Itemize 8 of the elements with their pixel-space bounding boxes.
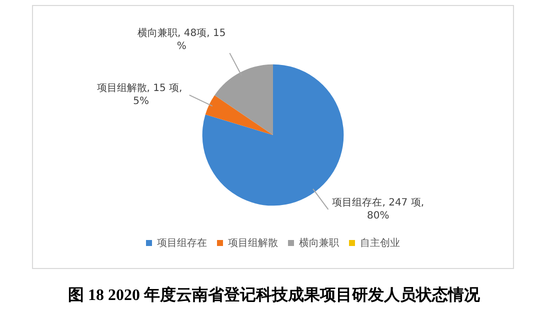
data-label: 横向兼职, 48项, 15% bbox=[138, 27, 226, 52]
text: 图 18 2020 年度云南省登记科技成果项目研发人员状态情况 bbox=[67, 285, 481, 306]
legend-label: 横向兼职 bbox=[299, 236, 339, 249]
data-label: 项目组存在, 247 项, 80% bbox=[332, 196, 424, 222]
legend-label: 项目组存在 bbox=[157, 236, 207, 249]
legend-label: 项目组解散 bbox=[228, 236, 278, 249]
legend-label: 自主创业 bbox=[360, 236, 400, 249]
data-label: 项目组解散, 15 项, 5% bbox=[96, 82, 186, 108]
